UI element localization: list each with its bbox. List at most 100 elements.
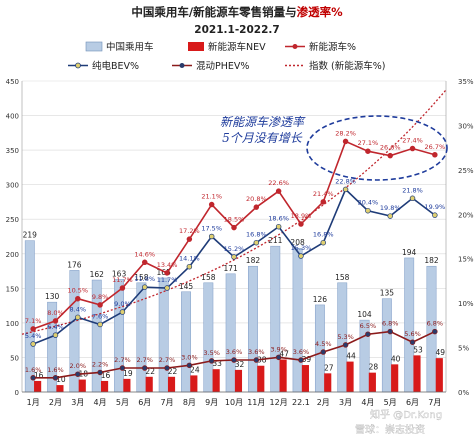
phev-marker (298, 357, 304, 363)
total-bar-label: 163 (112, 269, 127, 278)
total-bar-label: 135 (380, 289, 395, 298)
bev-value-label: 16.8% (246, 231, 267, 239)
nev-bar (190, 375, 198, 392)
penetration-value-label: 18.5% (224, 216, 245, 224)
penetration-value-label: 10.5% (67, 287, 88, 295)
legend-phev-label: 混动PHEV% (196, 61, 249, 72)
x-tick-label: 2月 (49, 398, 62, 407)
total-bar-label: 158 (201, 273, 216, 282)
left-tick-label: 150 (6, 285, 19, 293)
phev-marker (141, 365, 148, 371)
legend: 中国乘用车 新能源车NEV 新能源车% 纯电BEV% 混动PHEV% 指数 (新… (68, 41, 385, 72)
chart-title: 中国乘用车/新能源车零售销量与渗透率% (131, 5, 343, 19)
penetration-marker (164, 270, 170, 276)
nev-bar-label: 10 (56, 375, 66, 384)
penetration-value-label: 26.6% (380, 144, 401, 152)
legend-phev-marker (179, 63, 185, 68)
bev-value-label: 15.2% (224, 245, 245, 253)
nev-bar-label: 22 (145, 367, 155, 376)
bev-value-label: 7.6% (92, 312, 109, 320)
x-tick-label: 7月 (161, 398, 174, 407)
phev-marker (186, 362, 193, 369)
right-axis: 0% 5% 10% 15% 20% 25% 30% 35% (445, 78, 474, 397)
watermark-xueqiu: 雪球：崇志投资 (355, 423, 425, 436)
phev-value-label: 3.9% (270, 345, 287, 353)
legend-nev-swatch (188, 42, 204, 51)
left-tick-label: 300 (6, 182, 19, 190)
penetration-value-label: 11.7% (112, 276, 133, 284)
x-axis: 1月 2月 3月 4月 5月 6月 7月 8月 9月 10月 11月 12月 22.1 2月 3月 4月 5月 6… (22, 391, 446, 407)
bev-value-label: 6.4% (47, 323, 64, 331)
penetration-marker (253, 204, 260, 210)
left-tick-label: 250 (6, 216, 19, 224)
bev-value-label: 19.8% (380, 204, 401, 212)
total-bar (225, 273, 236, 393)
phev-value-label: 6.8% (382, 320, 399, 328)
bev-marker (30, 341, 36, 347)
nev-bar-label: 32 (235, 360, 245, 369)
penetration-value-label: 14.6% (134, 250, 155, 258)
phev-value-label: 2.7% (114, 356, 131, 364)
phev-value-label: 5.6% (404, 330, 421, 338)
total-bar-label: 176 (67, 260, 82, 269)
x-tick-label: 10月 (225, 398, 243, 407)
left-tick-label: 0 (15, 389, 19, 397)
bev-value-label: 9.0% (114, 300, 131, 308)
bev-marker (342, 186, 349, 193)
penetration-marker (409, 145, 416, 152)
left-axis: 0 50 100 150 200 250 300 350 400 450 (6, 78, 23, 397)
annotation-line2: 5个月没有增长 (222, 131, 303, 145)
penetration-marker (298, 221, 304, 227)
penetration-value-label: 18.9% (291, 212, 312, 220)
x-tick-label: 2月 (317, 398, 330, 407)
nev-bar (56, 385, 64, 392)
left-tick-label: 50 (10, 354, 19, 362)
phev-marker (342, 342, 349, 348)
penetration-value-label: 21.4% (313, 190, 334, 198)
nev-bar (234, 369, 243, 392)
bev-marker (320, 239, 327, 246)
bev-marker (52, 332, 59, 338)
phev-marker (275, 354, 282, 361)
penetration-value-label: 9.8% (92, 293, 109, 301)
x-tick-label: 9月 (205, 398, 218, 407)
x-tick-label: 8月 (183, 398, 196, 407)
legend-trend-label: 指数 (新能源车%) (309, 60, 385, 72)
nev-bar-label: 22 (168, 367, 178, 376)
penetration-marker (97, 302, 103, 308)
bev-marker (208, 233, 215, 240)
penetration-value-label: 8.0% (47, 309, 64, 317)
left-tick-label: 350 (6, 147, 19, 155)
nev-bar (413, 355, 421, 392)
total-bar-label: 145 (179, 282, 194, 291)
total-bar-label: 158 (335, 273, 350, 282)
left-tick-label: 450 (6, 78, 19, 86)
bev-marker (432, 212, 438, 218)
bev-marker (119, 309, 126, 315)
nev-bar (100, 380, 109, 392)
total-bar-label: 194 (402, 248, 417, 257)
phev-value-label: 6.8% (427, 320, 444, 328)
x-tick-label: 11月 (247, 398, 265, 407)
right-tick-label: 30% (458, 122, 474, 130)
phev-value-label: 3.5% (203, 349, 220, 357)
bev-value-label: 11.8% (134, 275, 155, 283)
nev-bar (145, 376, 153, 392)
right-tick-label: 25% (458, 167, 474, 175)
nev-bar-label: 28 (369, 363, 379, 372)
total-bar-label: 219 (23, 231, 38, 240)
x-tick-label: 6月 (406, 398, 419, 407)
nev-bar (324, 373, 332, 392)
penetration-marker (52, 318, 59, 324)
penetration-value-label: 28.2% (335, 129, 356, 137)
annotation-line1: 新能源车渗透率 (220, 115, 306, 129)
total-bar (292, 247, 303, 393)
annotation-ellipse (306, 115, 448, 181)
nev-bar-label: 40 (391, 354, 401, 363)
legend-total-swatch (85, 41, 103, 52)
phev-value-label: 1.6% (25, 366, 42, 374)
bev-marker (164, 285, 170, 291)
nev-bar-label: 24 (190, 365, 200, 374)
